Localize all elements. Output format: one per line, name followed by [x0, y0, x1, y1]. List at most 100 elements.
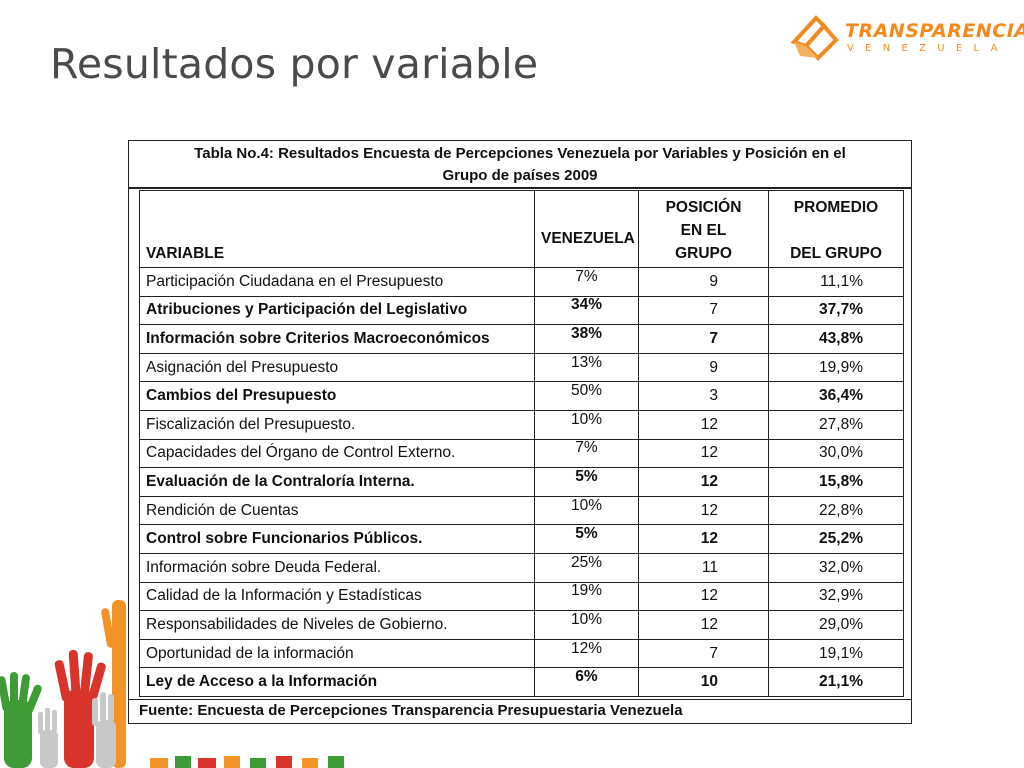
table-row: Capacidades del Órgano de Control Extern…	[139, 438, 904, 469]
cell-venezuela: 7%	[534, 438, 639, 469]
cell-variable: Atribuciones y Participación del Legisla…	[139, 295, 535, 326]
table-row: Oportunidad de la información 12% 7 19,1…	[139, 638, 904, 669]
cell-posicion: 12	[638, 438, 769, 469]
cell-posicion: 9	[638, 267, 769, 297]
cell-venezuela: 12%	[534, 638, 639, 669]
cell-posicion: 12	[638, 467, 769, 497]
cell-promedio: 19,1%	[768, 638, 904, 669]
header-posicion: POSICIÓN EN EL GRUPO	[638, 190, 769, 268]
cell-promedio: 43,8%	[768, 324, 904, 354]
table-header-row: VARIABLE VENEZUELA POSICIÓN EN EL GRUPO …	[139, 190, 904, 268]
results-table-container: VARIABLE VENEZUELA POSICIÓN EN EL GRUPO …	[139, 190, 904, 697]
cell-venezuela: 25%	[534, 552, 639, 583]
header-venezuela-label: VENEZUELA	[541, 229, 635, 247]
cell-venezuela: 7%	[534, 267, 639, 297]
cell-promedio: 15,8%	[768, 467, 904, 497]
cell-venezuela: 13%	[534, 352, 639, 383]
cell-promedio: 32,9%	[768, 581, 904, 612]
table-row: Atribuciones y Participación del Legisla…	[139, 295, 904, 326]
cell-venezuela: 34%	[534, 295, 639, 326]
cell-posicion: 12	[638, 610, 769, 640]
cell-venezuela-value: 13%	[570, 353, 603, 371]
cell-variable: Oportunidad de la información	[139, 638, 535, 669]
table-row: Rendición de Cuentas 10% 12 22,8%	[139, 495, 904, 526]
cell-posicion: 9	[638, 352, 769, 383]
cell-posicion: 10	[638, 667, 769, 697]
table-caption-line1: Tabla No.4: Resultados Encuesta de Perce…	[194, 145, 846, 162]
header-posicion-line2: EN EL	[680, 222, 727, 239]
cell-venezuela-value: 5%	[575, 467, 598, 485]
table-row: Participación Ciudadana en el Presupuest…	[139, 267, 904, 297]
table-row: Fiscalización del Presupuesto. 10% 12 27…	[139, 409, 904, 440]
cell-variable: Información sobre Deuda Federal.	[139, 552, 535, 583]
table-row: Control sobre Funcionarios Públicos. 5% …	[139, 524, 904, 554]
cell-variable: Participación Ciudadana en el Presupuest…	[139, 267, 535, 297]
cell-venezuela-value: 25%	[570, 553, 603, 571]
cell-venezuela-value: 34%	[570, 296, 603, 314]
table-row: Evaluación de la Contraloría Interna. 5%…	[139, 467, 904, 497]
logo-name: TRANSPARENCIA	[845, 20, 1024, 42]
cell-variable: Información sobre Criterios Macroeconómi…	[139, 324, 535, 354]
slide-title: Resultados por variable	[50, 40, 539, 88]
cell-promedio: 29,0%	[768, 610, 904, 640]
header-promedio-line2: DEL GRUPO	[790, 245, 882, 262]
cell-promedio: 30,0%	[768, 438, 904, 469]
cell-venezuela: 50%	[534, 381, 639, 411]
cell-venezuela: 10%	[534, 409, 639, 440]
cell-promedio: 21,1%	[768, 667, 904, 697]
cell-promedio: 22,8%	[768, 495, 904, 526]
cell-variable: Responsabilidades de Niveles de Gobierno…	[139, 610, 535, 640]
table-row: Responsabilidades de Niveles de Gobierno…	[139, 610, 904, 640]
cell-venezuela: 5%	[534, 467, 639, 497]
cell-promedio: 19,9%	[768, 352, 904, 383]
cell-variable: Ley de Acceso a la Información	[139, 667, 535, 697]
cell-variable: Rendición de Cuentas	[139, 495, 535, 526]
table-row: Cambios del Presupuesto 50% 3 36,4%	[139, 381, 904, 411]
cell-venezuela: 38%	[534, 324, 639, 354]
cell-posicion: 12	[638, 495, 769, 526]
cell-venezuela-value: 7%	[575, 267, 598, 285]
results-table: VARIABLE VENEZUELA POSICIÓN EN EL GRUPO …	[139, 190, 904, 697]
table-row: Información sobre Deuda Federal. 25% 11 …	[139, 552, 904, 583]
cell-venezuela-value: 7%	[575, 439, 598, 457]
cell-posicion: 7	[638, 295, 769, 326]
cell-venezuela-value: 5%	[575, 525, 598, 543]
cell-venezuela-value: 10%	[570, 610, 603, 628]
cell-venezuela: 10%	[534, 495, 639, 526]
cell-posicion: 12	[638, 581, 769, 612]
cell-posicion: 7	[638, 638, 769, 669]
raised-hands-illustration	[0, 600, 344, 768]
table-row: Información sobre Criterios Macroeconómi…	[139, 324, 904, 354]
cell-variable: Asignación del Presupuesto	[139, 352, 535, 383]
cell-venezuela-value: 12%	[570, 639, 603, 657]
cell-venezuela-value: 10%	[570, 410, 603, 428]
cell-promedio: 25,2%	[768, 524, 904, 554]
cell-venezuela-value: 6%	[575, 668, 598, 686]
table-caption: Tabla No.4: Resultados Encuesta de Perce…	[129, 141, 911, 189]
table-row: Asignación del Presupuesto 13% 9 19,9%	[139, 352, 904, 383]
header-promedio-line1: PROMEDIO	[793, 199, 879, 216]
results-table-frame: Tabla No.4: Resultados Encuesta de Perce…	[128, 140, 912, 724]
table-source-note: Fuente: Encuesta de Percepciones Transpa…	[129, 699, 911, 723]
cell-promedio: 36,4%	[768, 381, 904, 411]
cell-promedio: 11,1%	[768, 267, 904, 297]
header-promedio: PROMEDIO DEL GRUPO	[768, 190, 904, 268]
cell-venezuela: 19%	[534, 581, 639, 612]
header-variable: VARIABLE	[139, 190, 535, 268]
cell-venezuela-value: 10%	[570, 496, 603, 514]
cell-venezuela: 6%	[534, 667, 639, 697]
cell-variable: Calidad de la Información y Estadísticas	[139, 581, 535, 612]
cell-venezuela-value: 38%	[570, 324, 603, 342]
table-row: Ley de Acceso a la Información 6% 10 21,…	[139, 667, 904, 697]
header-posicion-line3: GRUPO	[675, 245, 732, 262]
table-row: Calidad de la Información y Estadísticas…	[139, 581, 904, 612]
cell-variable: Capacidades del Órgano de Control Extern…	[139, 438, 535, 469]
cell-promedio: 27,8%	[768, 409, 904, 440]
cell-posicion: 11	[638, 552, 769, 583]
cell-variable: Evaluación de la Contraloría Interna.	[139, 467, 535, 497]
logo-subtitle: VENEZUELA	[847, 43, 1009, 54]
cell-posicion: 12	[638, 524, 769, 554]
cell-venezuela-value: 19%	[570, 582, 603, 600]
transparencia-logo: TRANSPARENCIA VENEZUELA	[790, 12, 1024, 64]
cell-venezuela-value: 50%	[570, 382, 603, 400]
